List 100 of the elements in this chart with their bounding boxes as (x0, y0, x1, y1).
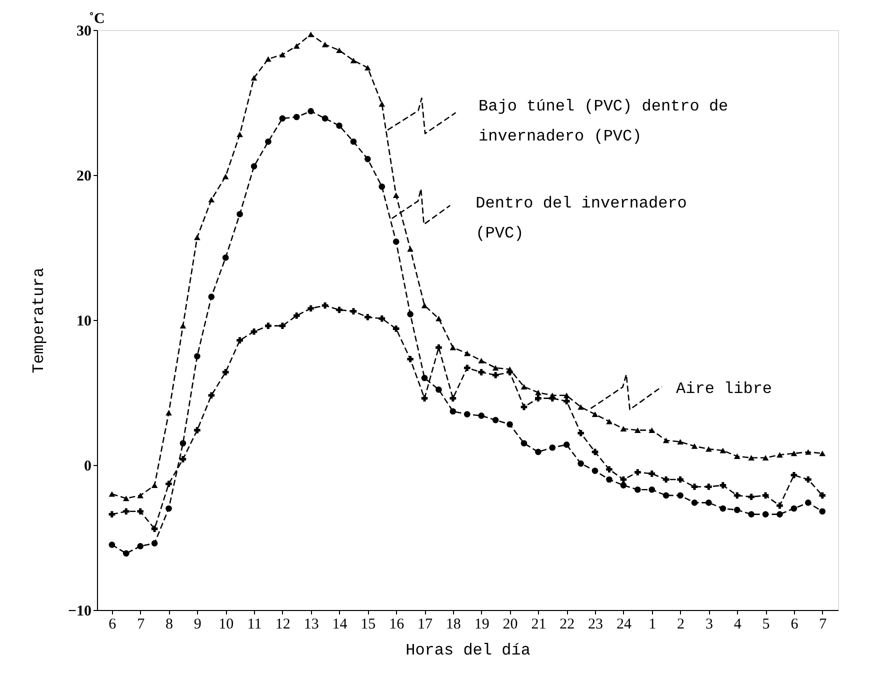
point (464, 411, 470, 418)
point (762, 511, 769, 518)
point (208, 392, 215, 399)
point (194, 234, 200, 240)
point (378, 183, 386, 190)
point (677, 439, 684, 445)
point (592, 468, 598, 474)
x-tick-label: 15 (360, 616, 376, 632)
point (578, 460, 584, 467)
point (492, 372, 499, 378)
point (236, 337, 243, 344)
point (492, 365, 499, 371)
point (492, 416, 499, 424)
point (450, 408, 456, 415)
point (137, 508, 144, 515)
x-tick-label: 8 (166, 616, 174, 632)
point (293, 114, 300, 120)
point (478, 369, 485, 376)
point (436, 316, 442, 322)
x-tick-label: 18 (446, 616, 461, 632)
point (336, 306, 342, 314)
point (407, 246, 414, 252)
point (634, 469, 641, 476)
point (308, 108, 314, 114)
point (250, 328, 258, 335)
x-tick-label: 20 (502, 616, 518, 632)
point (265, 322, 272, 329)
point (194, 353, 200, 360)
point (720, 505, 726, 512)
point (450, 344, 456, 350)
point (535, 390, 542, 396)
legend-label: Bajo túnel (PVC) dentro de invernadero (PVC) (478, 97, 728, 146)
legend-label: Aire libre (676, 380, 772, 398)
point (364, 314, 371, 320)
x-tick-label: 13 (304, 616, 319, 632)
x-tick-label: 2 (677, 616, 685, 632)
point (407, 311, 414, 318)
point (166, 480, 172, 488)
point (805, 476, 812, 483)
y-tick-label: 10 (76, 314, 92, 330)
point (222, 254, 229, 261)
point (378, 315, 386, 322)
y-tick-label: 20 (76, 168, 92, 184)
point (180, 456, 186, 462)
point (748, 511, 754, 518)
point (748, 494, 754, 500)
point (706, 500, 712, 506)
point (137, 492, 144, 498)
point (364, 156, 371, 162)
point (677, 492, 684, 499)
point (279, 115, 286, 122)
point (720, 482, 726, 488)
point (620, 476, 627, 483)
point (108, 491, 116, 497)
point (606, 476, 612, 483)
y-tick-label: −10 (68, 604, 92, 620)
x-tick-label: 14 (332, 616, 348, 632)
point (620, 426, 627, 432)
point (265, 138, 272, 145)
point (805, 500, 812, 506)
point (308, 305, 314, 312)
point (336, 122, 342, 129)
point (790, 450, 798, 456)
point (151, 540, 158, 546)
point (790, 472, 798, 478)
point (762, 492, 769, 499)
x-tick-label: 7 (819, 616, 828, 632)
point (265, 56, 272, 62)
point (279, 322, 286, 329)
y-axis-title: Temperatura (30, 267, 48, 374)
point (648, 486, 656, 493)
point (464, 364, 470, 372)
point (677, 476, 684, 483)
point (720, 448, 726, 454)
point (322, 302, 328, 309)
point (606, 466, 612, 473)
point (108, 542, 116, 548)
point (364, 64, 371, 70)
point (648, 470, 656, 477)
point (819, 492, 826, 499)
point (122, 550, 130, 557)
x-tick-label: 11 (247, 616, 262, 632)
point (250, 75, 258, 81)
point (748, 455, 754, 460)
x-tick-label: 19 (474, 616, 490, 632)
point (151, 526, 158, 532)
x-tick-label: 6 (790, 616, 799, 632)
x-tick-label: 6 (108, 616, 117, 632)
point (392, 326, 400, 332)
legend-label: Dentro del invernadero (PVC) (476, 194, 687, 243)
x-tick-label: 22 (560, 616, 575, 632)
point (563, 398, 570, 404)
point (151, 482, 158, 488)
point (662, 476, 670, 483)
point (549, 444, 556, 451)
text: ˚C (89, 11, 105, 27)
point (819, 450, 826, 456)
point (520, 384, 528, 390)
point (308, 32, 314, 38)
point (180, 323, 186, 329)
